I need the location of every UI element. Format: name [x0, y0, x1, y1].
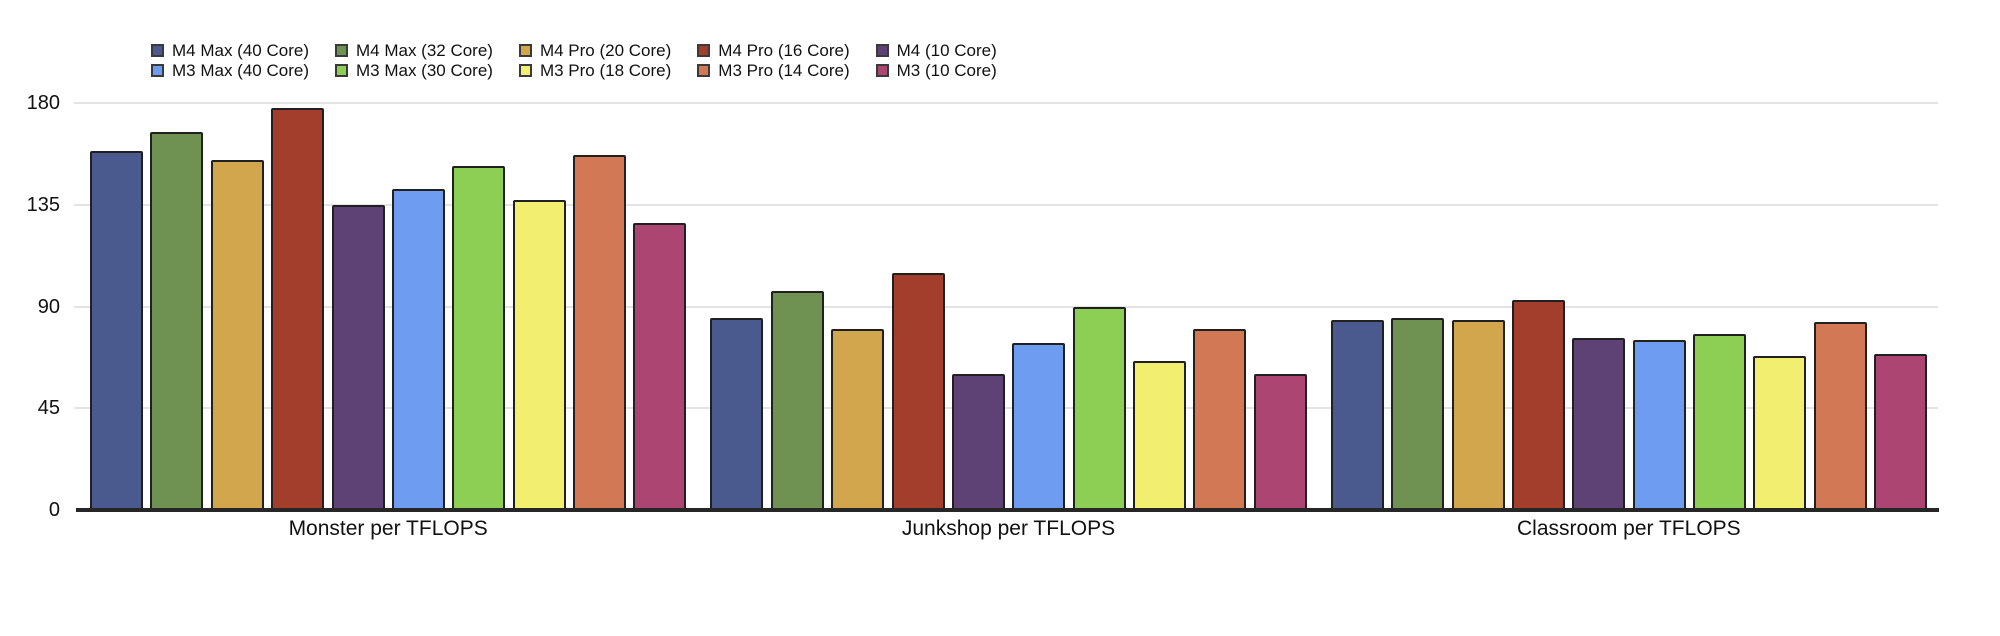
legend-item-m4-max-32-core[interactable]: M4 Max (32 Core): [334, 41, 493, 60]
bar[interactable]: [1572, 338, 1626, 512]
bar[interactable]: [452, 166, 506, 512]
legend-swatch-icon: [151, 44, 164, 57]
legend-item-m3-pro-18-core[interactable]: M3 Pro (18 Core): [518, 61, 672, 80]
x-axis-line: [76, 508, 1939, 512]
y-tick-label: 45: [37, 397, 60, 420]
bar[interactable]: [1692, 333, 1746, 512]
legend-swatch-icon: [518, 44, 532, 57]
bar[interactable]: [1511, 299, 1565, 512]
legend-label: M4 Pro (16 Core): [718, 41, 850, 60]
legend-label: M3 (10 Core): [896, 61, 997, 80]
bar[interactable]: [1753, 356, 1807, 512]
y-tick-label: 180: [26, 92, 60, 114]
bar[interactable]: [210, 159, 264, 512]
bar[interactable]: [90, 150, 144, 512]
gridline-y-90: [74, 305, 1938, 308]
bar[interactable]: [331, 204, 385, 513]
x-category-label: Junkshop per TFLOPS: [901, 517, 1116, 540]
bar[interactable]: [1813, 322, 1867, 512]
legend-swatch-icon: [518, 64, 532, 77]
bar[interactable]: [1072, 306, 1126, 512]
legend-swatch-icon: [875, 44, 889, 57]
chart-legend: M4 Max (40 Core) M4 Max (32 Core) M4 Pro (…: [151, 41, 997, 80]
bar[interactable]: [951, 374, 1005, 512]
legend-item-m3-10-core[interactable]: M3 (10 Core): [875, 61, 997, 80]
legend-label: M3 Pro (18 Core): [539, 61, 672, 80]
bar[interactable]: [391, 188, 445, 512]
bar[interactable]: [512, 200, 566, 512]
legend-label: M3 Pro (14 Core): [718, 61, 850, 80]
legend-swatch-icon: [875, 64, 889, 77]
y-tick-label: 135: [26, 193, 60, 216]
bar[interactable]: [770, 290, 824, 512]
bar[interactable]: [572, 155, 626, 512]
x-category-label: Monster per TFLOPS: [288, 517, 488, 540]
legend-label: M4 Pro (20 Core): [539, 41, 672, 60]
bar[interactable]: [1632, 340, 1686, 512]
legend-swatch-icon: [697, 64, 711, 77]
legend-item-m3-max-40-core[interactable]: M3 Max (40 Core): [151, 61, 309, 80]
legend-swatch-icon: [334, 44, 348, 57]
legend-label: M4 Max (32 Core): [355, 41, 493, 60]
bar[interactable]: [891, 272, 945, 512]
bar[interactable]: [1391, 317, 1445, 512]
legend-item-m4-max-40-core[interactable]: M4 Max (40 Core): [151, 41, 309, 60]
legend-item-m3-pro-14-core[interactable]: M3 Pro (14 Core): [697, 61, 850, 80]
gridline-y-135: [74, 203, 1938, 206]
legend-swatch-icon: [334, 64, 348, 77]
bar[interactable]: [150, 132, 204, 512]
bar[interactable]: [271, 107, 325, 512]
bar[interactable]: [1132, 360, 1186, 512]
x-category-label: Classroom per TFLOPS: [1516, 517, 1741, 540]
bar[interactable]: [1330, 320, 1384, 512]
legend-item-m4-pro-20-core[interactable]: M4 Pro (20 Core): [518, 41, 672, 60]
legend-item-m4-pro-16-core[interactable]: M4 Pro (16 Core): [697, 41, 850, 60]
bar[interactable]: [633, 222, 687, 512]
bar[interactable]: [710, 317, 764, 512]
legend-item-m3-max-30-core[interactable]: M3 Max (30 Core): [334, 61, 493, 80]
legend-label: M3 Max (40 Core): [172, 61, 309, 80]
y-tick-label: 0: [48, 499, 60, 521]
legend-label: M3 Max (30 Core): [355, 61, 493, 80]
bar[interactable]: [831, 329, 885, 512]
bar[interactable]: [1012, 342, 1066, 512]
bar[interactable]: [1193, 329, 1247, 512]
legend-swatch-icon: [697, 44, 711, 57]
legend-label: M4 Max (40 Core): [172, 41, 309, 60]
bar[interactable]: [1873, 354, 1927, 512]
bar[interactable]: [1451, 320, 1505, 512]
gridline-y-45: [74, 407, 1938, 410]
legend-swatch-icon: [151, 64, 164, 77]
bar[interactable]: [1253, 374, 1307, 512]
y-tick-label: 90: [37, 295, 60, 318]
legend-item-m4-10-core[interactable]: M4 (10 Core): [875, 41, 997, 60]
gridline-y-180: [74, 102, 1938, 104]
legend-label: M4 (10 Core): [896, 41, 997, 60]
